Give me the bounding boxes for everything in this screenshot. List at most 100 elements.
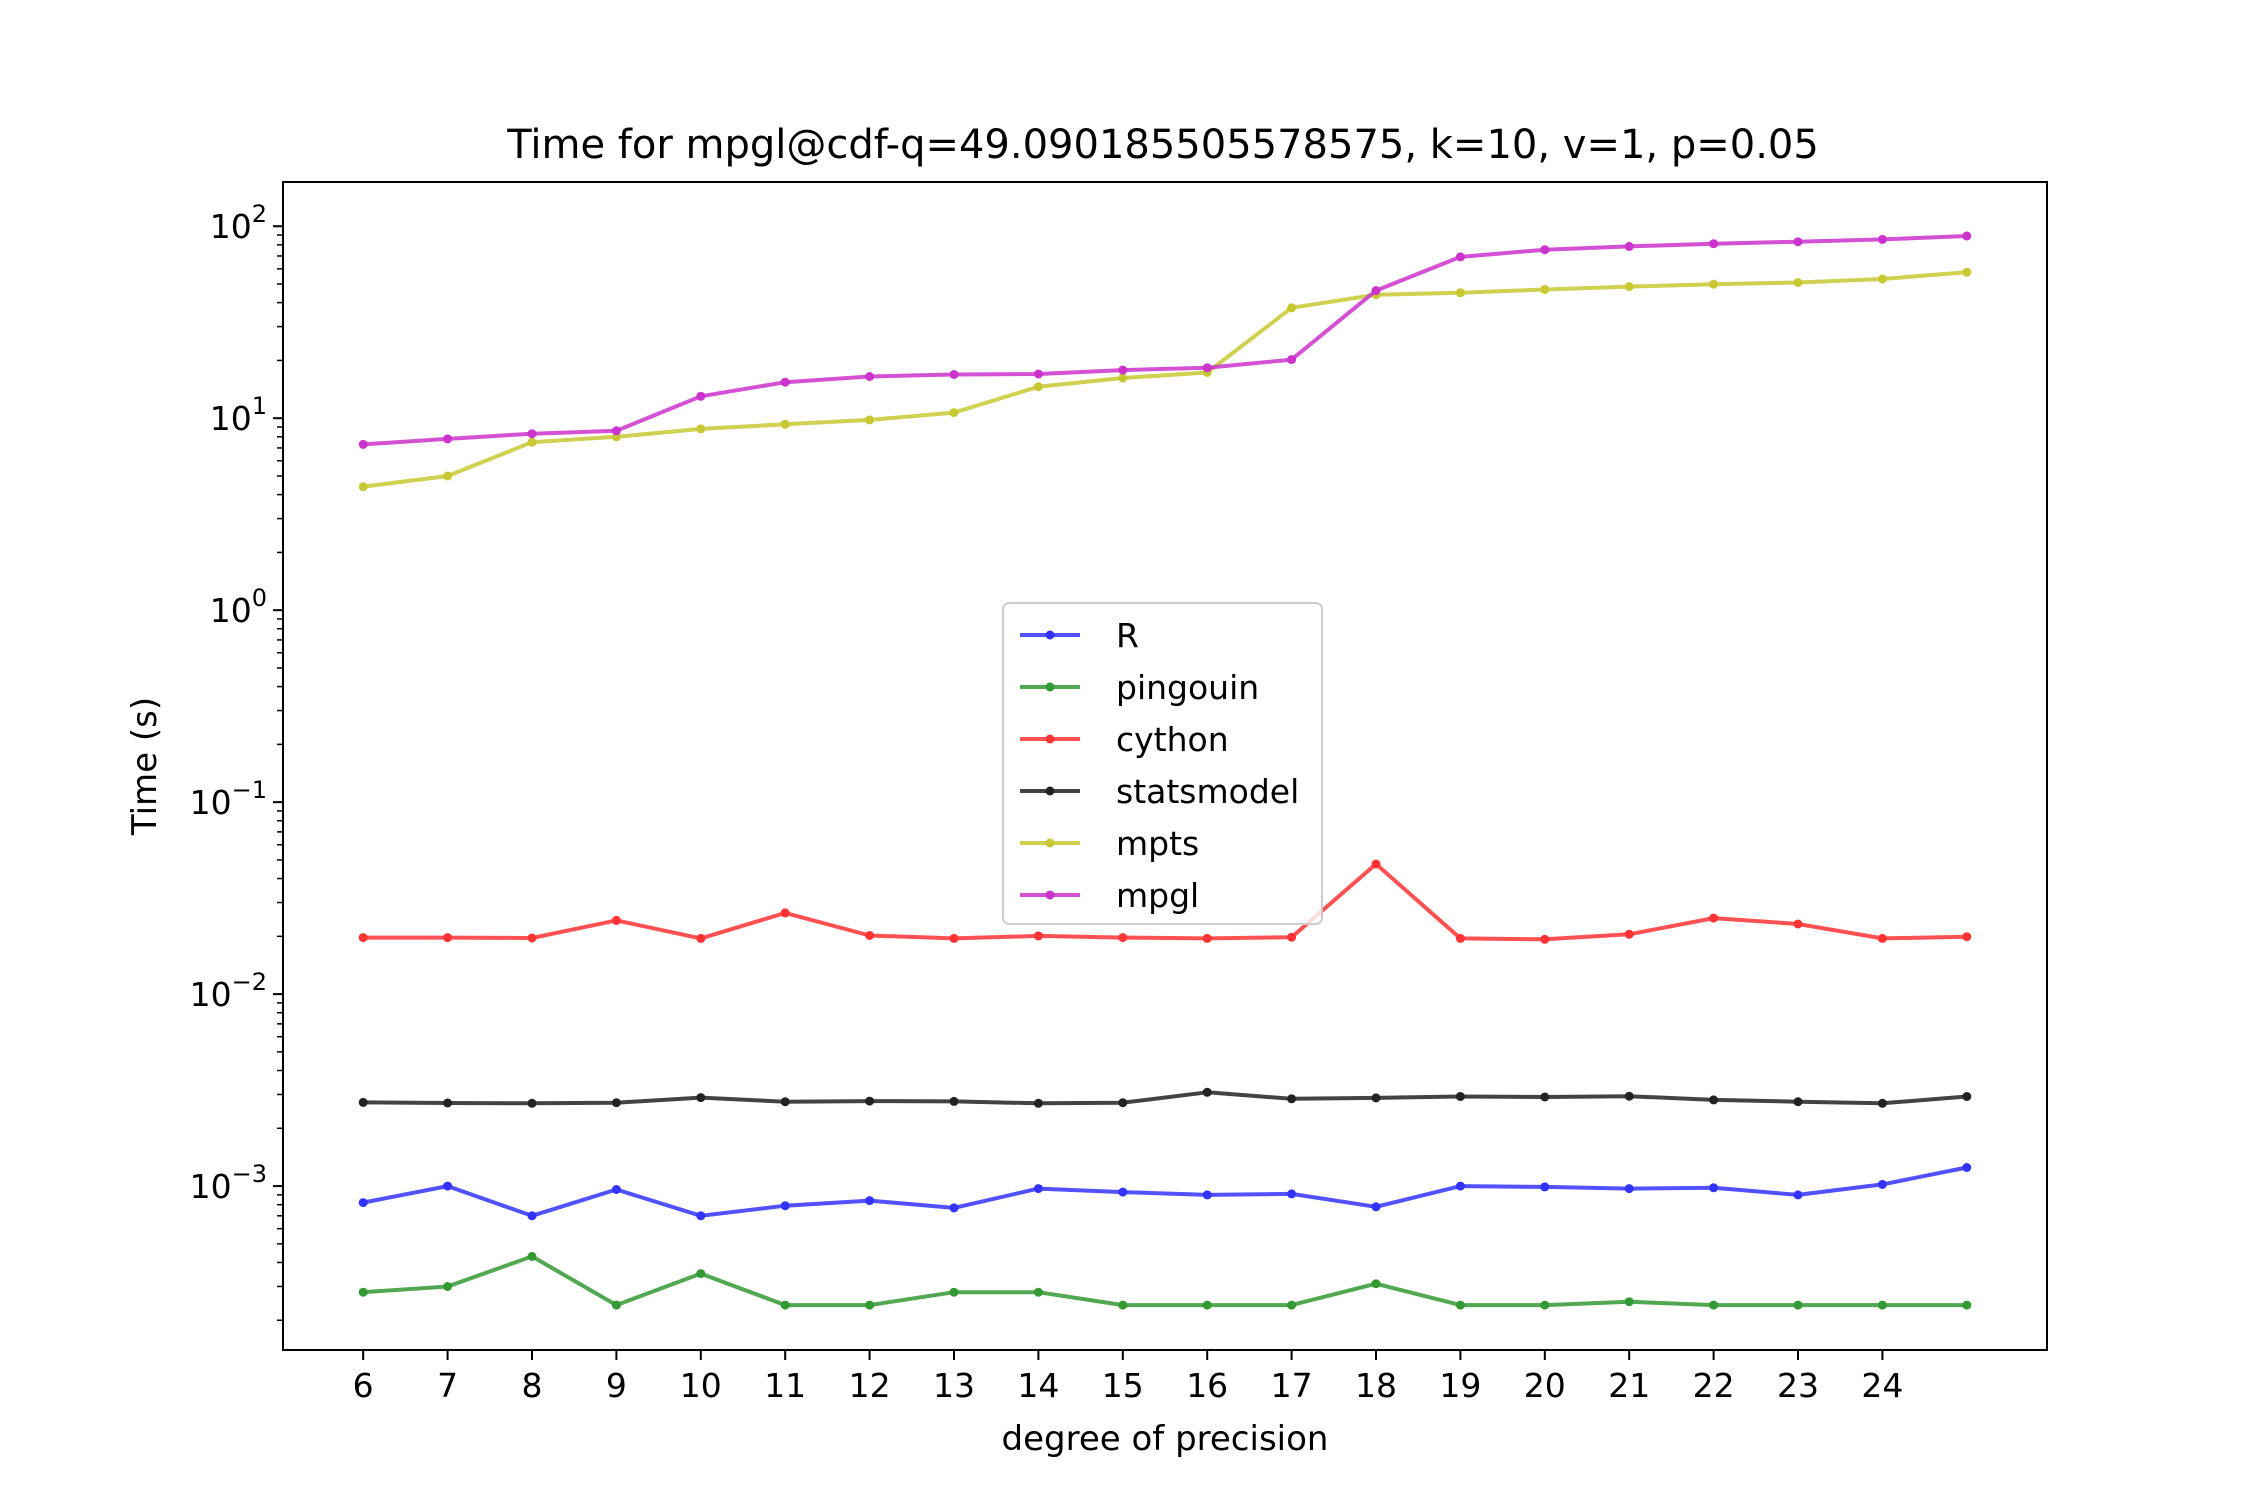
data-point-R — [1033, 1184, 1043, 1194]
data-point-R — [611, 1185, 621, 1194]
legend-item-cython: cython — [1020, 720, 1229, 759]
legend-marker — [1045, 786, 1055, 796]
data-point-statsmodel — [696, 1093, 706, 1103]
data-point-pingouin — [611, 1300, 621, 1310]
y-tick-label: 10−1 — [190, 776, 267, 822]
legend-label: R — [1116, 616, 1139, 655]
data-point-mpgl — [1202, 363, 1212, 373]
legend-marker — [1045, 890, 1055, 900]
x-tick-label: 13 — [933, 1366, 975, 1405]
data-point-mpgl — [443, 434, 453, 444]
data-point-mpgl — [949, 370, 959, 379]
data-point-pingouin — [1455, 1300, 1465, 1310]
series-cython — [358, 859, 1972, 944]
series-line-R — [362, 1165, 1968, 1218]
data-point-pingouin — [1709, 1300, 1719, 1310]
legend-item-R: R — [1020, 616, 1139, 655]
series-pingouin — [358, 1251, 1972, 1310]
data-point-R — [1793, 1190, 1803, 1200]
x-tick-label: 20 — [1524, 1366, 1566, 1405]
data-point-statsmodel — [1455, 1092, 1465, 1101]
data-point-mpts — [696, 424, 706, 434]
data-point-R — [1118, 1187, 1128, 1197]
data-point-statsmodel — [1877, 1098, 1887, 1108]
data-point-statsmodel — [358, 1097, 368, 1107]
data-point-cython — [1287, 932, 1297, 942]
data-point-cython — [527, 933, 537, 943]
series-line-pingouin — [363, 1254, 1967, 1308]
data-point-pingouin — [358, 1287, 368, 1297]
data-point-cython — [1033, 931, 1043, 941]
legend-box — [1002, 602, 1323, 925]
data-point-mpgl — [1033, 369, 1043, 379]
legend-item-statsmodel: statsmodel — [1020, 772, 1299, 811]
data-point-cython — [1118, 933, 1128, 943]
data-point-cython — [865, 931, 875, 940]
data-point-statsmodel — [1371, 1093, 1381, 1103]
data-point-R — [1371, 1202, 1381, 1212]
data-point-cython — [358, 933, 368, 943]
data-point-mpgl — [358, 439, 368, 449]
data-point-statsmodel — [1624, 1091, 1634, 1101]
series-line-mpts — [362, 270, 1967, 489]
data-point-cython — [443, 933, 453, 943]
data-point-cython — [1624, 929, 1634, 939]
data-point-statsmodel — [1962, 1092, 1972, 1101]
data-point-R — [1540, 1182, 1550, 1192]
data-point-statsmodel — [527, 1098, 537, 1108]
data-point-R — [1455, 1181, 1465, 1191]
data-point-R — [780, 1201, 790, 1211]
x-tick-label: 14 — [1017, 1366, 1059, 1405]
data-point-mpgl — [1793, 237, 1803, 247]
data-point-cython — [1202, 933, 1212, 943]
y-axis: 10−3 10−2 10−1 100 101 102 — [190, 200, 283, 1322]
x-tick-label: 22 — [1693, 1366, 1735, 1405]
y-tick-label: 10−2 — [190, 968, 267, 1014]
legend-label: mpts — [1116, 824, 1199, 863]
data-point-pingouin — [1540, 1300, 1550, 1310]
data-point-mpts — [443, 471, 453, 481]
data-point-pingouin — [949, 1287, 959, 1297]
y-tick-label: 100 — [210, 584, 267, 630]
x-tick-label: 6 — [353, 1366, 374, 1405]
series-line-cython — [363, 862, 1967, 942]
series-mpgl — [358, 231, 1972, 449]
y-tick-label: 102 — [210, 200, 267, 246]
data-point-mpgl — [527, 429, 537, 439]
data-point-statsmodel — [1709, 1095, 1719, 1105]
data-point-mpts — [1709, 279, 1719, 289]
data-point-cython — [611, 915, 621, 925]
chart-title: Time for mpgl@cdf-q=49.090185505578575, … — [506, 122, 1819, 168]
data-point-statsmodel — [1287, 1094, 1297, 1104]
x-tick-label: 9 — [606, 1366, 627, 1405]
data-point-cython — [1793, 919, 1803, 929]
data-point-R — [1709, 1183, 1719, 1193]
data-point-pingouin — [696, 1269, 706, 1279]
x-tick-label: 12 — [849, 1366, 891, 1405]
legend-label: mpgl — [1116, 876, 1199, 915]
data-point-mpts — [1624, 282, 1634, 292]
data-point-statsmodel — [1540, 1092, 1550, 1102]
data-point-cython — [1877, 933, 1887, 943]
data-point-statsmodel — [949, 1096, 959, 1106]
x-axis-label: degree of precision — [1002, 1419, 1329, 1459]
legend-marker — [1045, 838, 1055, 848]
data-point-mpgl — [1877, 234, 1887, 244]
data-point-R — [527, 1211, 537, 1221]
x-tick-label: 8 — [521, 1366, 542, 1405]
data-point-mpts — [1118, 373, 1128, 383]
legend-marker — [1045, 734, 1055, 744]
data-point-pingouin — [1962, 1300, 1972, 1310]
data-point-R — [443, 1181, 453, 1191]
data-point-R — [1287, 1189, 1297, 1199]
data-point-R — [865, 1196, 875, 1206]
data-point-cython — [1540, 934, 1550, 944]
data-point-cython — [696, 933, 706, 943]
data-point-statsmodel — [611, 1098, 621, 1108]
data-point-mpgl — [1371, 286, 1381, 296]
data-point-R — [358, 1198, 368, 1208]
data-point-pingouin — [443, 1282, 453, 1291]
legend-item-mpgl: mpgl — [1020, 876, 1199, 915]
y-tick-label: 10−3 — [190, 1160, 267, 1206]
legend-item-pingouin: pingouin — [1020, 668, 1259, 707]
